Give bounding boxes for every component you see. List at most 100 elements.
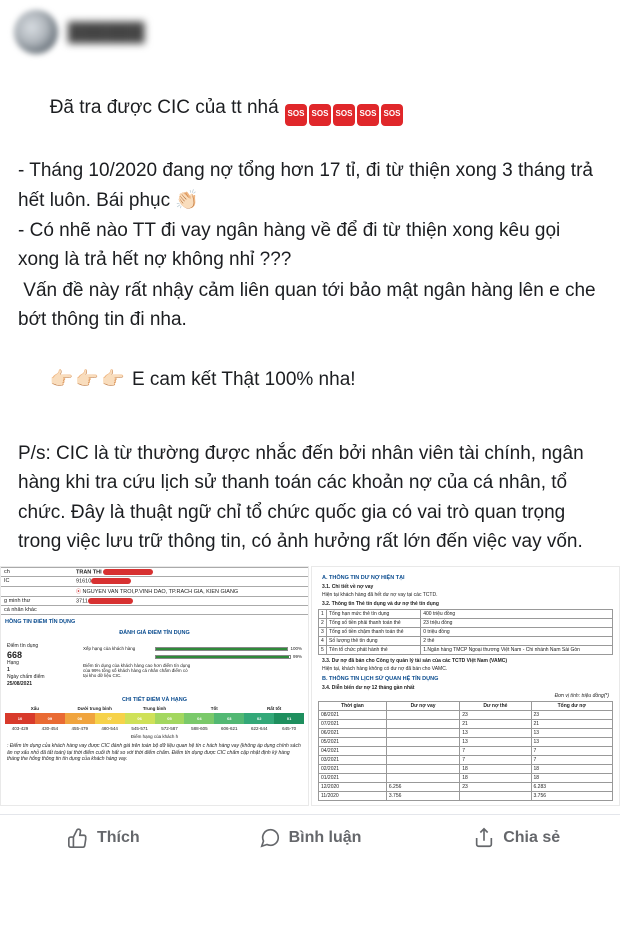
like-label: Thích <box>97 829 140 847</box>
field-name: TRAN THI <box>76 569 102 575</box>
post-line-3: - Có nhẽ nào TT đi vay ngân hàng về để đ… <box>18 216 602 275</box>
comment-icon <box>259 827 281 849</box>
range-label: 606-621 <box>214 726 244 731</box>
table-row: Thời gianDư nợ vayDư nợ thẻTổng dư nợ <box>318 701 612 710</box>
range-label: 455-479 <box>65 726 95 731</box>
unit-note: Đơn vị tính: triệu đồng(*) <box>322 693 609 699</box>
rank-segment: 04 <box>184 713 214 724</box>
bar1-label: Xếp hạng của khách hàng <box>83 646 153 651</box>
rank-segment: 07 <box>95 713 125 724</box>
table-row: 12/20206.256236.283 <box>318 782 612 791</box>
post-line-2: - Tháng 10/2020 đang nợ tổng hơn 17 tỉ, … <box>18 156 602 215</box>
table-row: 08/20212323 <box>318 710 612 719</box>
category-label: Rất tốt <box>244 706 304 711</box>
score-label: Điểm tín dụng <box>7 643 77 649</box>
rank-segment: 02 <box>244 713 274 724</box>
post-line-1: Đã tra được CIC của tt nhá SOSSOSSOSSOSS… <box>18 64 602 155</box>
thumbs-up-icon <box>67 827 89 849</box>
share-icon <box>473 827 495 849</box>
sos-badge: SOS <box>357 104 379 126</box>
range-label: 545-571 <box>125 726 155 731</box>
sos-badge: SOS <box>285 104 307 126</box>
section-heading: HỒNG TIN ĐIỂM TÍN DỤNG <box>5 619 308 625</box>
table-row: 11/20203.7563.756 <box>318 791 612 800</box>
date-value: 25/08/2021 <box>7 681 77 687</box>
rank-segment: 09 <box>35 713 65 724</box>
share-label: Chia sẻ <box>503 829 560 847</box>
rank-label: Hạng <box>7 660 77 666</box>
table-row: 06/20211313 <box>318 728 612 737</box>
range-label: 403-429 <box>5 726 35 731</box>
attachments: chTRAN THI IC91610 ⦿ NGUYEN VAN TROI,P.V… <box>0 566 620 814</box>
range-label: 430-454 <box>35 726 65 731</box>
rank-segment: 05 <box>155 713 185 724</box>
pointer-emoji: 👉🏻 <box>50 365 74 394</box>
field-id2: 3711 <box>76 598 88 604</box>
post-line-5: 👉🏻👉🏻👉🏻 E cam kết Thật 100% nha! <box>18 336 602 424</box>
attachment-left[interactable]: chTRAN THI IC91610 ⦿ NGUYEN VAN TROI,P.V… <box>0 566 309 806</box>
share-button[interactable]: Chia sẻ <box>413 821 620 855</box>
comment-button[interactable]: Bình luận <box>207 821 414 855</box>
text: Đã tra được CIC của tt nhá <box>50 97 284 118</box>
mid-label: Điểm hạng của khách h <box>1 734 308 739</box>
attachment-right[interactable]: A. THÔNG TIN DƯ NỢ HIỆN TẠI 3.1. Chi tiế… <box>311 566 620 806</box>
score-desc: Điểm tín dụng của khách hàng cao hơn điể… <box>83 663 302 678</box>
pointer-emoji: 👉🏻 <box>75 365 99 394</box>
rank-segment: 06 <box>125 713 155 724</box>
table-row: 04/202177 <box>318 746 612 755</box>
post-line-4: Vấn đề này rất nhậy cảm liên quan tới bả… <box>18 276 602 335</box>
like-button[interactable]: Thích <box>0 821 207 855</box>
post-ps: P/s: CIC là từ thường được nhắc đến bởi … <box>18 439 602 557</box>
rank-segment: 01 <box>274 713 304 724</box>
rank-segment: 03 <box>214 713 244 724</box>
pointer-emoji: 👉🏻 <box>101 365 125 394</box>
heading-a: A. THÔNG TIN DƯ NỢ HIỆN TẠI <box>322 575 613 581</box>
range-label: 480-544 <box>95 726 125 731</box>
range-label: 588-605 <box>184 726 214 731</box>
heading-34: 3.4. Diễn biến dư nợ 12 tháng gần nhất <box>322 685 613 691</box>
sos-badge: SOS <box>309 104 331 126</box>
avatar[interactable] <box>14 10 58 54</box>
sos-badge: SOS <box>381 104 403 126</box>
heading-31: 3.1. Chi tiết về nợ vay <box>322 584 613 590</box>
panel-title: ĐÁNH GIÁ ĐIỂM TÍN DỤNG <box>1 630 308 636</box>
detail-title: CHI TIẾT ĐIỂM VÀ HẠNG <box>1 697 308 703</box>
heading-b: B. THÔNG TIN LỊCH SỬ QUAN HỆ TÍN DỤNG <box>322 676 613 682</box>
rank-segment: 10 <box>5 713 35 724</box>
heading-33: 3.3. Dư nợ đã bán cho Công ty quản lý tà… <box>322 658 613 664</box>
category-label: Xấu <box>5 706 65 711</box>
post-actions: Thích Bình luận Chia sẻ <box>0 814 620 863</box>
table-row: 05/20211313 <box>318 737 612 746</box>
username[interactable]: ██████ <box>68 22 145 43</box>
sos-badge: SOS <box>333 104 355 126</box>
table-row: 02/20211818 <box>318 764 612 773</box>
table-32: 1Tổng hạn mức thẻ tín dụng400 triệu đồng… <box>318 609 613 655</box>
score-panel: Điểm tín dụng 668 Hạng 1 Ngày chấm điểm … <box>1 639 308 692</box>
field-address: NGUYEN VAN TROI,P.VINH DAO, TP.RACH GIA,… <box>83 589 239 595</box>
text-31: Hiện tại khách hàng đã hết dư nợ vay tại… <box>322 592 609 598</box>
table-row: 2Tổng số tiền phải thanh toán thẻ23 triệ… <box>318 618 612 627</box>
heading-32: 3.2. Thông tin Thẻ tín dụng và dư nợ thẻ… <box>322 601 613 607</box>
score-value: 668 <box>7 650 77 660</box>
table-row: 5Tên tổ chức phát hành thẻ1.Ngân hàng TM… <box>318 645 612 654</box>
date-label: Ngày chấm điểm <box>7 674 77 680</box>
category-label: Trung bình <box>125 706 185 711</box>
field-id1: 91610 <box>76 579 91 585</box>
text-33: Hiện tại, khách hàng không có dư nợ đã b… <box>322 666 609 672</box>
table-row: 03/202177 <box>318 755 612 764</box>
footer-note: : Điểm tín dụng của khách hàng vay được … <box>7 743 302 763</box>
category-label: Tốt <box>184 706 244 711</box>
comment-label: Bình luận <box>289 829 362 847</box>
post: ██████ Đã tra được CIC của tt nhá SOSSOS… <box>0 0 620 863</box>
range-label: 645-70 <box>274 726 304 731</box>
category-label: Dưới trung bình <box>65 706 125 711</box>
range-label: 572-587 <box>155 726 185 731</box>
rank-color-bar: 10090807060504030201 <box>5 713 304 724</box>
range-label: 622-644 <box>244 726 274 731</box>
table-row: 1Tổng hạn mức thẻ tín dụng400 triệu đồng <box>318 609 612 618</box>
rank-value: 1 <box>7 667 77 673</box>
clap-emoji: 👏🏻 <box>175 190 199 211</box>
post-header: ██████ <box>0 0 620 64</box>
table-34: Thời gianDư nợ vayDư nợ thẻTổng dư nợ08/… <box>318 701 613 801</box>
table-row: 07/20212121 <box>318 719 612 728</box>
